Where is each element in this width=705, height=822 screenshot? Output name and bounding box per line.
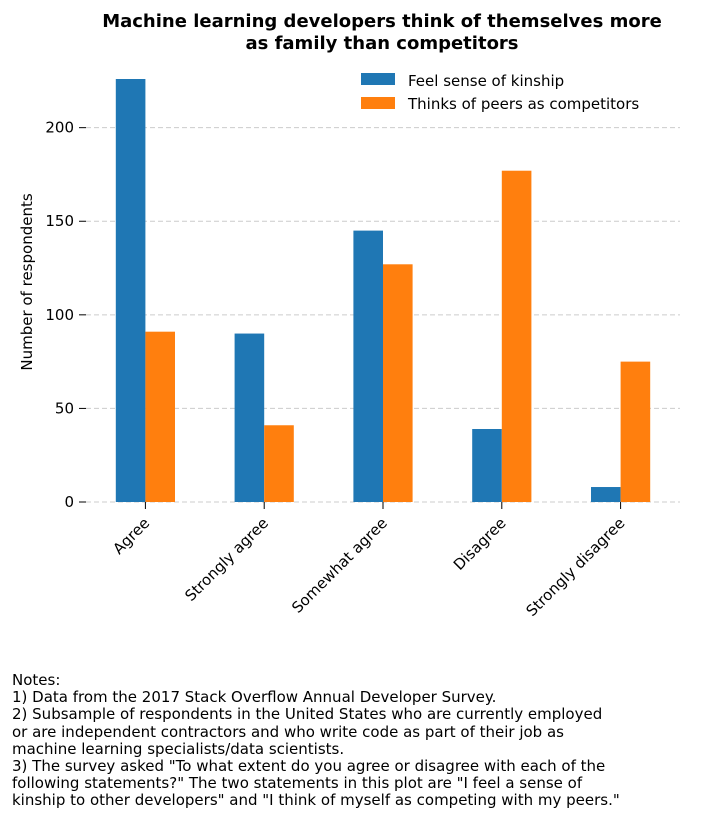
y-tick-label: 150 (45, 212, 74, 230)
chart: Machine learning developers think of the… (18, 11, 680, 620)
bar-competitors (620, 361, 651, 502)
x-tick-label: Strongly agree (181, 514, 272, 605)
y-tick-label: 100 (45, 306, 74, 324)
x-tick-label: Somewhat agree (288, 514, 391, 617)
bar-competitors (501, 170, 532, 502)
legend: Feel sense of kinship Thinks of peers as… (361, 72, 639, 113)
bar-kinship (115, 79, 146, 502)
legend-swatch-competitors (361, 97, 395, 109)
notes-line: following statements?" The two statement… (12, 774, 583, 793)
x-axis: Agree Strongly agree Somewhat agree Disagre… (109, 502, 628, 620)
notes-line: or are independent contractors and who w… (12, 722, 564, 741)
chart-title-line-1: Machine learning developers think of the… (102, 11, 662, 32)
y-tick-label: 200 (45, 119, 74, 137)
legend-label-competitors: Thinks of peers as competitors (407, 95, 639, 113)
x-tick-label: Strongly disagree (523, 514, 629, 620)
notes-line: 1) Data from the 2017 Stack Overflow Ann… (12, 688, 497, 707)
notes-line: machine learning specialists/data scient… (12, 739, 345, 758)
y-tick-label: 50 (55, 399, 74, 417)
x-tick-label: Disagree (450, 514, 510, 574)
legend-label-kinship: Feel sense of kinship (408, 72, 564, 90)
bar-competitors (145, 331, 175, 502)
y-axis-label: Number of respondents (18, 193, 36, 370)
notes: Notes: 1) Data from the 2017 Stack Overf… (12, 671, 702, 810)
bar-competitors (264, 425, 294, 502)
x-tick-label: Agree (109, 514, 153, 558)
notes-line: Notes: (12, 671, 61, 689)
notes-line: kinship to other developers" and "I thin… (12, 791, 620, 810)
notes-line: 2) Subsample of respondents in the Unite… (12, 705, 603, 724)
chart-title-line-2: as family than competitors (245, 33, 518, 54)
bar-kinship (234, 333, 265, 502)
y-axis: 0 50 100 150 200 (45, 119, 86, 511)
bar-competitors (383, 264, 413, 502)
legend-swatch-kinship (361, 73, 395, 85)
bar-kinship (472, 429, 502, 502)
bars (115, 79, 651, 502)
notes-line: 3) The survey asked "To what extent do y… (12, 757, 606, 776)
bar-kinship (591, 487, 621, 502)
y-tick-label: 0 (64, 493, 74, 511)
bar-kinship (353, 230, 383, 502)
